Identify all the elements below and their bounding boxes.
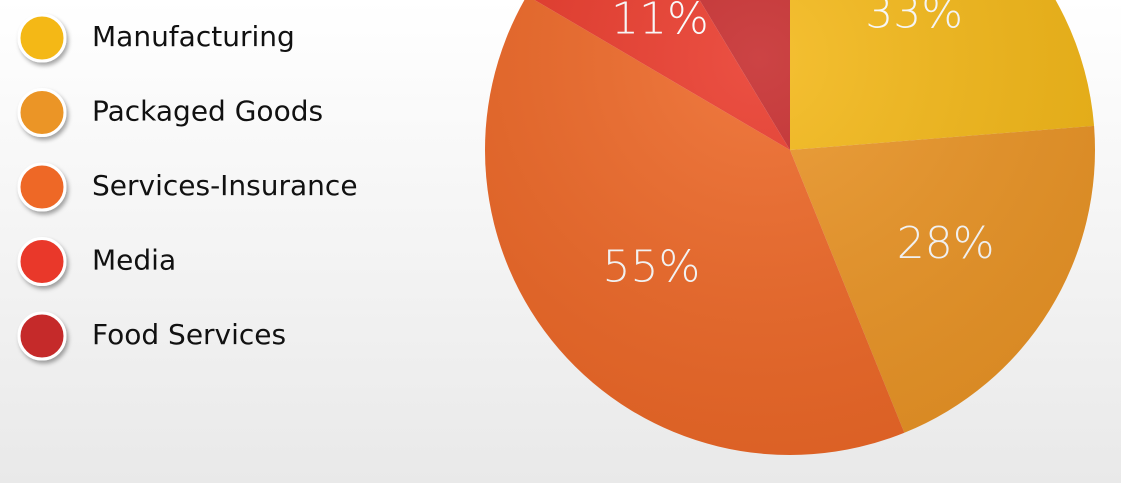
slice-label: 55% xyxy=(603,242,701,293)
slice-label: 28% xyxy=(897,218,995,269)
legend-swatch xyxy=(17,162,67,212)
legend: Manufacturing Packaged Goods Services-Insu… xyxy=(17,13,358,361)
legend-label: Food Services xyxy=(92,318,286,351)
legend-swatch xyxy=(17,13,67,63)
slice-label: 33% xyxy=(865,0,963,39)
legend-label: Media xyxy=(92,244,176,277)
slice-label: 11% xyxy=(611,0,709,44)
legend-label: Services-Insurance xyxy=(92,169,358,202)
legend-label: Manufacturing xyxy=(92,20,295,53)
legend-label: Packaged Goods xyxy=(92,95,323,128)
legend-swatch xyxy=(17,311,67,361)
legend-swatch xyxy=(17,237,67,286)
pie: 33% 28% 55% 11% xyxy=(485,0,1095,455)
legend-swatch xyxy=(17,88,67,137)
